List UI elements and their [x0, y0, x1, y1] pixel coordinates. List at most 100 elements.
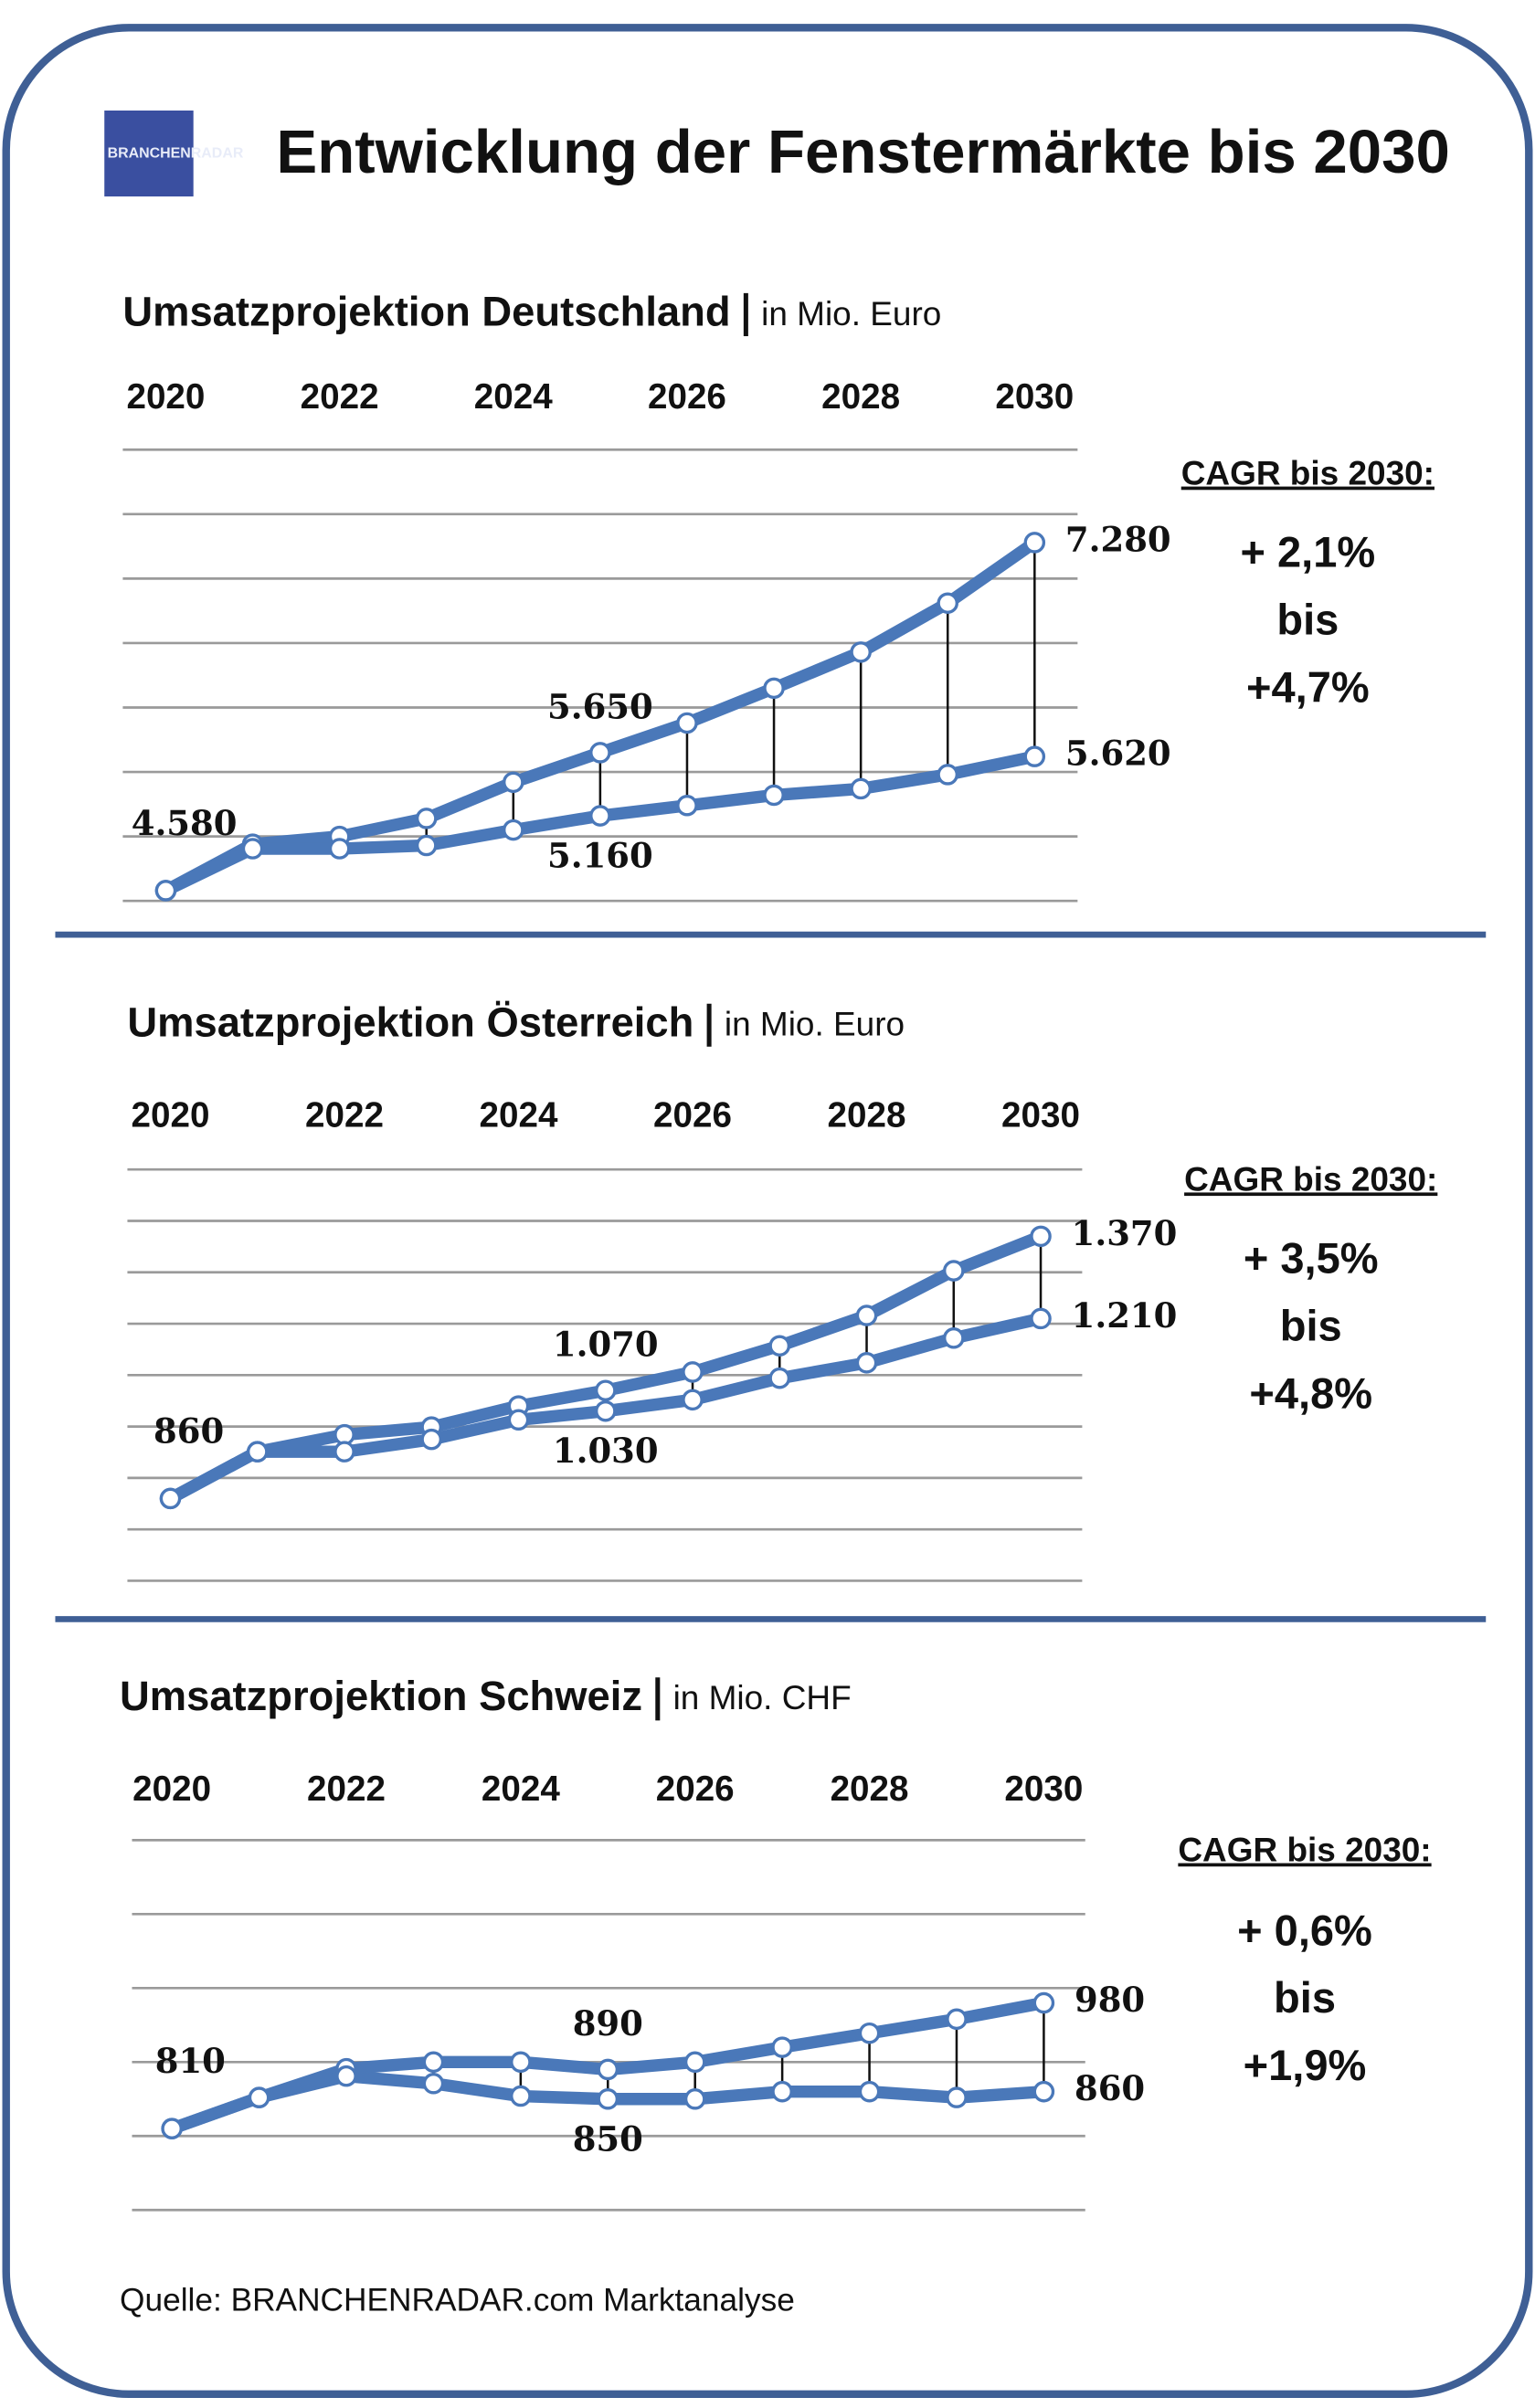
cagr-text: bis [1280, 1301, 1342, 1349]
point [683, 2051, 706, 2074]
x-tick-label: 2020 [132, 1095, 210, 1135]
cagr-text: +4,8% [1249, 1368, 1372, 1417]
frame [2, 24, 1533, 2399]
panel-subtitle: in Mio. Euro [725, 1006, 905, 1043]
point [510, 2051, 532, 2074]
point [415, 834, 438, 857]
x-tick-label: 2024 [482, 1769, 560, 1809]
point [855, 1352, 878, 1374]
point [333, 1441, 355, 1463]
point [771, 2036, 793, 2058]
point [1030, 1225, 1052, 1248]
point [241, 838, 264, 860]
x-tick-label: 2020 [132, 1769, 211, 1809]
x-tick-label: 2022 [307, 1769, 386, 1809]
x-tick-label: 2024 [474, 377, 553, 417]
point [335, 2065, 357, 2087]
value-label: 5.650 [547, 686, 653, 726]
point [1023, 532, 1046, 554]
panel-title: Umsatzprojektion Österreich [127, 998, 693, 1045]
value-label: 850 [573, 2118, 643, 2159]
logo-box [104, 111, 194, 197]
cagr-text: +4,7% [1246, 662, 1370, 711]
point [676, 712, 698, 734]
point [1032, 1991, 1055, 2014]
point [850, 641, 872, 663]
point [589, 742, 611, 764]
value-label: 860 [1074, 2068, 1145, 2108]
value-label: 890 [573, 2003, 643, 2044]
point [855, 1304, 878, 1326]
point [597, 2058, 619, 2081]
point [850, 777, 872, 800]
point [510, 2085, 532, 2107]
x-tick-label: 2026 [653, 1095, 732, 1135]
cagr-text: + 2,1% [1241, 528, 1376, 576]
x-tick-label: 2026 [648, 377, 726, 417]
point [503, 819, 524, 841]
x-tick-label: 2030 [1001, 1095, 1080, 1135]
point [1023, 745, 1046, 767]
value-label: 7.280 [1065, 519, 1171, 559]
panel-title: Umsatzprojektion Schweiz [120, 1673, 642, 1719]
point [422, 2051, 445, 2074]
point [763, 784, 785, 807]
point [763, 677, 785, 700]
point [946, 2008, 968, 2031]
point [589, 805, 611, 827]
point [161, 2118, 183, 2139]
point [595, 1379, 617, 1401]
cagr-text: bis [1276, 596, 1339, 644]
point [248, 2086, 270, 2108]
x-tick-label: 2022 [301, 377, 379, 417]
point [246, 1441, 269, 1463]
main-title: Entwicklung der Fenstermärkte bis 2030 [276, 118, 1450, 186]
x-tick-label: 2022 [305, 1095, 384, 1135]
point [422, 2073, 445, 2095]
point [1030, 1307, 1052, 1330]
cagr-label: CAGR bis 2030: [1181, 455, 1434, 492]
cagr-text: + 0,6% [1237, 1906, 1372, 1954]
value-label: 1.070 [553, 1325, 659, 1365]
x-tick-label: 2028 [828, 1095, 906, 1135]
point [415, 808, 438, 829]
point [328, 838, 351, 860]
x-tick-label: 2028 [821, 377, 900, 417]
value-label: 1.370 [1072, 1213, 1178, 1253]
value-label: 810 [155, 2041, 226, 2081]
value-label: 1.210 [1072, 1295, 1178, 1336]
point [943, 1260, 965, 1282]
point [682, 1361, 704, 1383]
value-label: 980 [1074, 1980, 1145, 2020]
point [768, 1335, 791, 1357]
point [159, 1487, 182, 1510]
point [597, 2088, 619, 2110]
value-label: 860 [154, 1410, 224, 1451]
x-tick-label: 2030 [995, 377, 1074, 417]
x-tick-label: 2028 [831, 1769, 909, 1809]
value-label: 4.580 [132, 803, 238, 843]
x-tick-label: 2020 [126, 377, 205, 417]
source: Quelle: BRANCHENRADAR.com Marktanalyse [120, 2282, 795, 2318]
cagr-label: CAGR bis 2030: [1178, 1832, 1431, 1869]
point [937, 764, 958, 786]
point [503, 771, 524, 794]
point [154, 880, 177, 902]
cagr-label: CAGR bis 2030: [1184, 1160, 1437, 1198]
point [937, 592, 958, 614]
point [676, 795, 698, 817]
panel-subtitle: in Mio. CHF [673, 1679, 852, 1716]
point [858, 2080, 881, 2103]
logo: BRANCHENRADAR [108, 145, 244, 161]
value-label: 5.620 [1065, 734, 1171, 774]
x-tick-label: 2024 [480, 1095, 558, 1135]
point [595, 1399, 617, 1422]
point [683, 2088, 706, 2110]
cagr-text: bis [1274, 1973, 1336, 2022]
point [682, 1389, 704, 1411]
point [943, 1327, 965, 1349]
point [768, 1367, 791, 1389]
point [946, 2086, 968, 2108]
